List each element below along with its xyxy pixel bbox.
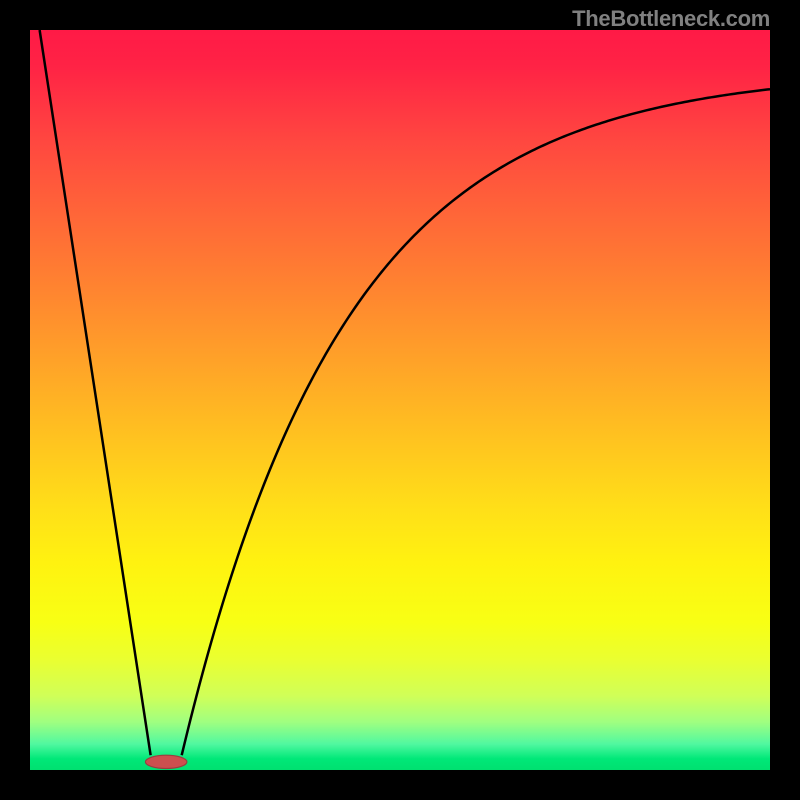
gradient-background: [30, 30, 770, 770]
bottleneck-chart-svg: [30, 30, 770, 770]
chart-container: TheBottleneck.com: [0, 0, 800, 800]
plot-area: [30, 30, 770, 770]
watermark-label: TheBottleneck.com: [572, 6, 770, 32]
optimal-marker: [145, 755, 186, 768]
